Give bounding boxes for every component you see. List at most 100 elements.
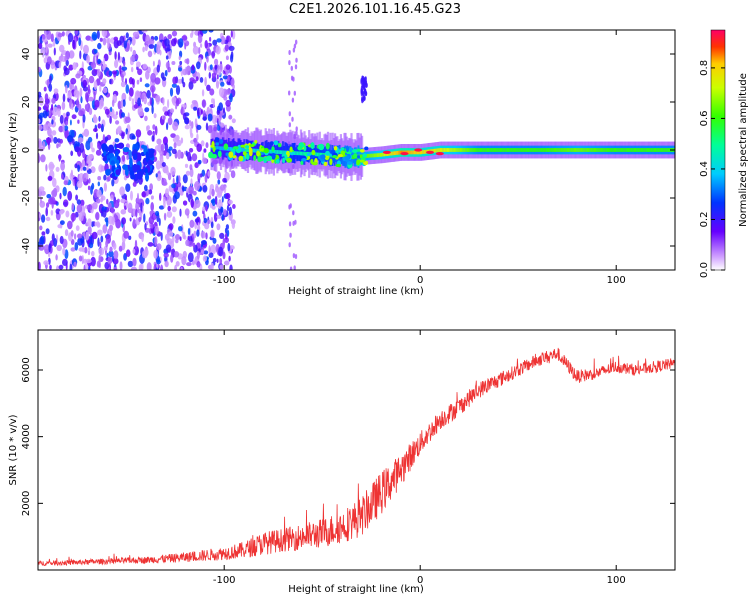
spectrogram-cell bbox=[107, 202, 112, 210]
spectrogram-cell bbox=[174, 191, 180, 200]
spectrogram-cell bbox=[149, 96, 152, 106]
spectrogram-cell bbox=[166, 200, 170, 206]
spectrogram-cell bbox=[513, 148, 517, 152]
spectrogram-cell bbox=[230, 170, 236, 179]
spectrogram-cell bbox=[579, 148, 582, 152]
colorbar-tick-label: 0.0 bbox=[699, 262, 710, 278]
spectrogram-cell bbox=[230, 30, 233, 38]
spectrogram-cell bbox=[155, 173, 158, 178]
spectrogram-cell bbox=[216, 223, 221, 231]
spectrogram-cell bbox=[105, 239, 109, 248]
spectrogram-cell bbox=[488, 148, 491, 152]
spectrogram-cell bbox=[306, 153, 311, 157]
spectrogram-cell bbox=[83, 264, 86, 270]
spectrogram-cell bbox=[222, 146, 225, 151]
spectrogram-cell bbox=[356, 159, 361, 166]
spectrogram-cell bbox=[156, 44, 161, 55]
spectrogram-cell bbox=[178, 67, 183, 72]
spectrogram-cell bbox=[224, 260, 230, 266]
spectrogram-cell bbox=[94, 221, 97, 227]
spectrogram-cell bbox=[219, 258, 223, 265]
spectrogram-cell bbox=[64, 55, 67, 62]
spectrogram-cell bbox=[95, 132, 99, 140]
spectrogram-cell bbox=[59, 192, 62, 200]
spectrogram-cell bbox=[473, 148, 477, 152]
spectrogram-cell bbox=[109, 79, 112, 85]
spectrogram-cell bbox=[225, 192, 231, 200]
spectrogram-cell bbox=[208, 72, 211, 79]
spectrogram-cell bbox=[125, 84, 130, 94]
spectrogram-cell bbox=[56, 244, 62, 252]
spectrogram-cell bbox=[245, 145, 250, 149]
spectrogram-cell bbox=[215, 146, 218, 150]
x-tick-label: -100 bbox=[213, 575, 236, 586]
spectrogram-cell bbox=[95, 198, 101, 204]
spectrogram-cell bbox=[99, 241, 102, 248]
spectrogram-cell bbox=[295, 126, 298, 132]
spectrogram-cell bbox=[386, 152, 390, 156]
spectrogram-cell bbox=[609, 148, 612, 152]
spectrogram-cell bbox=[248, 147, 253, 154]
spectrogram-cell bbox=[115, 143, 122, 148]
spectrogram-cell bbox=[578, 148, 581, 152]
spectrogram-cell bbox=[215, 80, 220, 89]
spectrogram-cell bbox=[151, 105, 154, 115]
spectrogram-cell bbox=[259, 156, 264, 162]
spectrogram-cell bbox=[230, 148, 236, 153]
spectrogram-cell bbox=[346, 161, 353, 165]
spectrogram-cell bbox=[179, 60, 183, 66]
spectrogram-cell bbox=[486, 148, 489, 152]
spectrogram-cell bbox=[284, 154, 288, 161]
spectrogram-cell bbox=[97, 237, 100, 247]
spectrogram-cell bbox=[438, 148, 441, 152]
spectrogram-cell bbox=[301, 158, 307, 162]
spectrogram-cell bbox=[468, 148, 471, 152]
spectrogram-cell bbox=[102, 156, 108, 162]
spectrogram-cell bbox=[615, 148, 618, 152]
spectrogram-cell bbox=[102, 87, 108, 94]
spectrogram-cell bbox=[104, 136, 109, 142]
spectrogram-cell bbox=[289, 232, 292, 238]
spectrogram-cell bbox=[111, 216, 115, 226]
spectrogram-cell bbox=[378, 153, 381, 157]
spectrogram-cell bbox=[408, 150, 411, 155]
spectrogram-cell bbox=[70, 247, 76, 252]
spectrogram-cell bbox=[94, 49, 98, 54]
spectrogram-cell bbox=[57, 224, 62, 229]
spectrogram-cell bbox=[59, 114, 64, 124]
spectrogram-cell bbox=[134, 54, 139, 60]
spectrogram-cell bbox=[114, 59, 119, 69]
spectrogram-cell bbox=[45, 43, 48, 54]
spectrogram-cell bbox=[192, 190, 197, 196]
spectrogram-cell bbox=[655, 148, 658, 152]
spectrogram-cell bbox=[144, 107, 150, 113]
spectrogram-cell bbox=[45, 207, 48, 217]
spectrogram-cell bbox=[391, 151, 394, 156]
spectrogram-cell bbox=[135, 61, 141, 68]
spectrogram-cell bbox=[498, 148, 501, 152]
spectrogram-cell bbox=[85, 155, 92, 165]
spectrogram-cell bbox=[212, 258, 217, 263]
spectrogram-cell bbox=[275, 158, 280, 164]
spectrogram-cell bbox=[168, 146, 173, 151]
spectrogram-cell bbox=[136, 91, 141, 97]
spectrogram-cell bbox=[141, 191, 146, 198]
x-tick-label: 100 bbox=[607, 275, 626, 286]
x-tick-label: 100 bbox=[607, 575, 626, 586]
spectrogram-cell bbox=[120, 209, 125, 215]
spectrogram-cell bbox=[130, 266, 137, 270]
spectrogram-cell bbox=[121, 154, 126, 162]
spectrogram-cell bbox=[398, 150, 401, 155]
spectrogram-cell bbox=[469, 148, 472, 152]
spectrogram-cell bbox=[79, 87, 83, 98]
spectrogram-cell bbox=[175, 234, 180, 241]
spectrogram-cell bbox=[107, 256, 113, 265]
spectrogram-cell bbox=[97, 181, 101, 187]
spectrogram-cell bbox=[175, 261, 180, 267]
spectrogram-cell bbox=[162, 115, 166, 121]
spectrogram-cell bbox=[151, 87, 154, 97]
spectrogram-cell bbox=[110, 160, 115, 165]
spectrogram-cell bbox=[173, 251, 180, 258]
spectrogram-cell bbox=[145, 70, 150, 80]
spectrogram-cell bbox=[295, 39, 298, 45]
